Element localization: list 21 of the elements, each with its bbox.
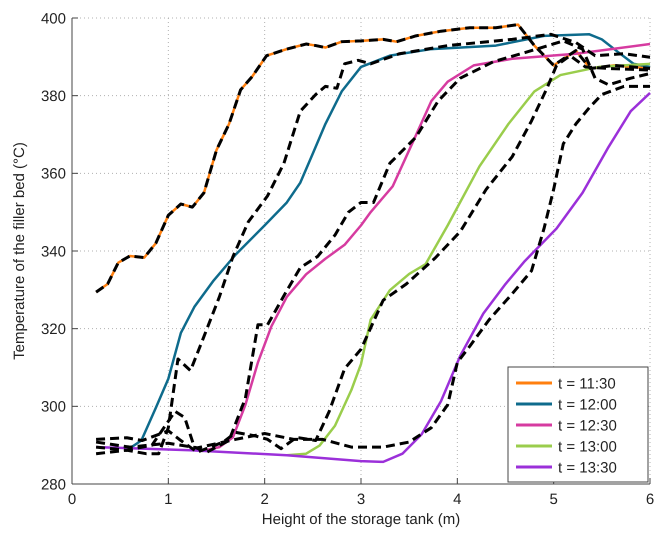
- legend-label: t = 11:30: [558, 375, 616, 392]
- x-tick-label: 0: [68, 491, 76, 508]
- y-axis-title: Temperature of the filler bed (°C): [11, 142, 28, 360]
- legend-label: t = 13:30: [558, 459, 617, 476]
- y-tick-label: 280: [40, 476, 66, 494]
- y-tick-label: 300: [40, 398, 66, 416]
- x-axis-title: Height of the storage tank (m): [262, 511, 460, 528]
- x-tick-label: 6: [646, 491, 654, 508]
- x-tick-label: 3: [356, 491, 366, 508]
- x-tick-label: 2: [260, 491, 269, 508]
- x-tick-label: 1: [164, 491, 173, 508]
- x-tick-label: 4: [453, 491, 462, 508]
- y-tick-label: 340: [40, 243, 66, 260]
- y-tick-label: 400: [40, 10, 66, 28]
- y-tick-label: 320: [40, 320, 66, 338]
- y-tick-label: 380: [40, 88, 66, 105]
- legend-label: t = 12:00: [558, 396, 617, 414]
- legend-label: t = 13:00: [558, 438, 617, 456]
- y-tick-label: 360: [40, 166, 66, 183]
- legend-label: t = 12:30: [558, 417, 617, 434]
- x-tick-label: 5: [549, 491, 558, 508]
